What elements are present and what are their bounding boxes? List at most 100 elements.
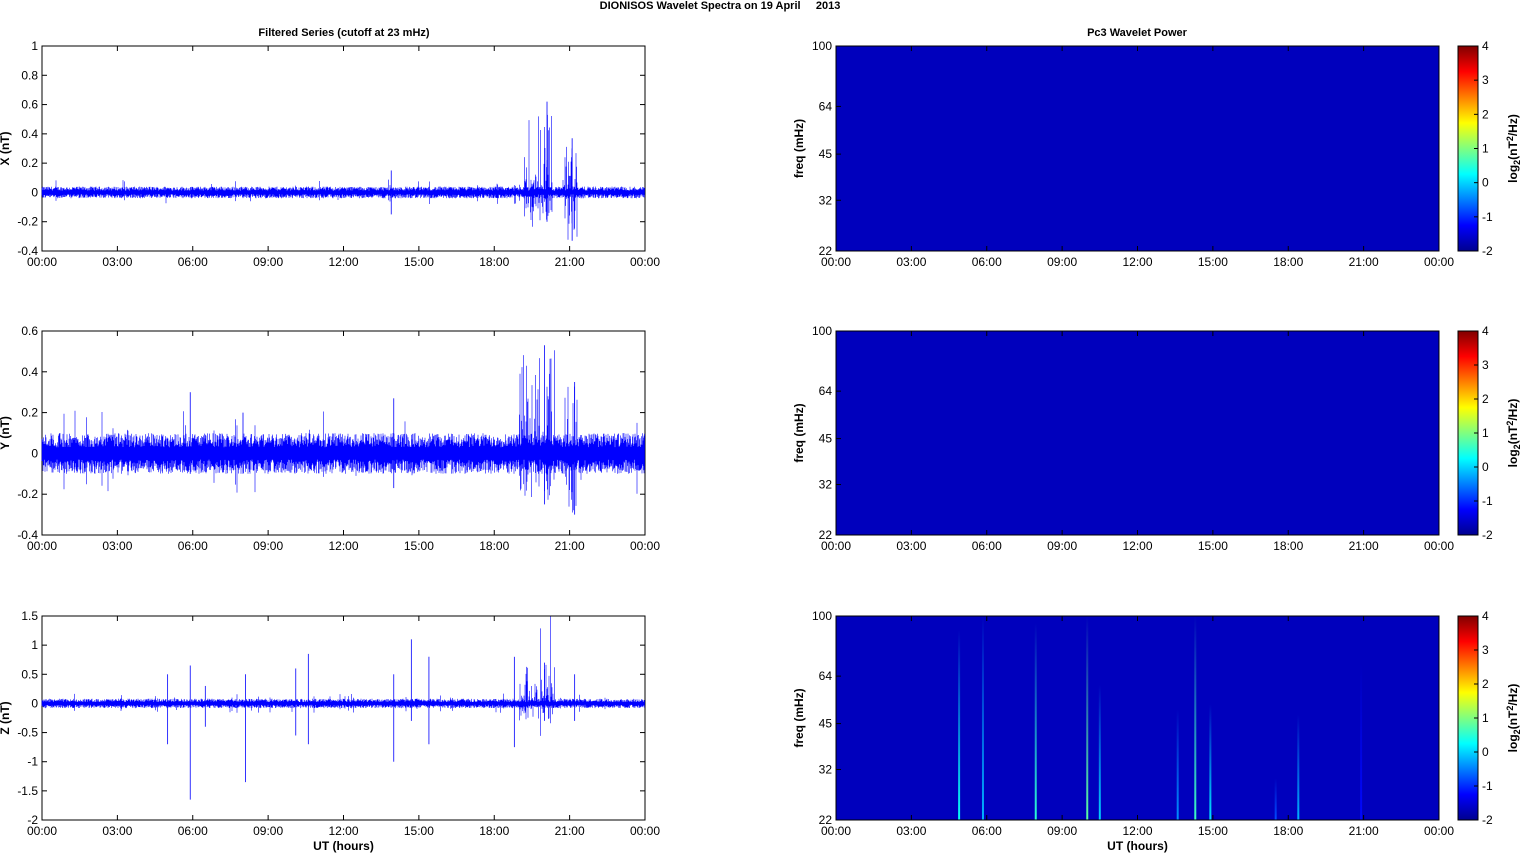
series-2-xtick-label: 09:00 — [253, 539, 283, 553]
series-3-xtick-label: 06:00 — [178, 824, 208, 838]
wavelet-1-ytick-label: 32 — [819, 193, 833, 207]
wavelet-1-colorbar-tick-label: 4 — [1482, 39, 1489, 53]
wavelet-1-xtick-label: 21:00 — [1349, 255, 1379, 269]
series-3-ytick-label: 1 — [31, 638, 38, 652]
wavelet-2-xtick-label: 00:00 — [821, 539, 851, 553]
wavelet-3-xlabel: UT (hours) — [1107, 839, 1168, 853]
series-2-xtick-label: 18:00 — [479, 539, 509, 553]
series-2-xtick-label: 15:00 — [404, 539, 434, 553]
series-1-ytick-label: 0 — [31, 185, 38, 199]
wavelet-3-streak-11 — [1360, 664, 1363, 820]
series-3-xtick-label: 18:00 — [479, 824, 509, 838]
series-2-xtick-label: 03:00 — [102, 539, 132, 553]
series-1-ytick-label: -0.4 — [17, 244, 38, 258]
series-3-ylabel: Z (nT) — [0, 701, 12, 734]
wavelet-3-colorbar-tick-label: 4 — [1482, 609, 1489, 623]
wavelet-3-ytick-label: 100 — [812, 609, 832, 623]
wavelet-1-xtick-label: 09:00 — [1047, 255, 1077, 269]
series-1-xtick-label: 21:00 — [555, 255, 585, 269]
series-2-xtick-label: 12:00 — [328, 539, 358, 553]
wavelet-1-colorbar-label: log2(nT2/Hz) — [1505, 114, 1522, 183]
series-1-xtick-label: 00:00 — [630, 255, 660, 269]
wavelet-3-streak-9 — [1274, 778, 1277, 820]
wavelet-1-background — [836, 46, 1439, 251]
series-3-xtick-label: 03:00 — [102, 824, 132, 838]
wavelet-3-xtick-label: 21:00 — [1349, 824, 1379, 838]
wavelet-3-streak-7 — [1194, 616, 1197, 820]
series-1-trace — [41, 114, 645, 240]
series-3-ytick-label: -2 — [27, 813, 38, 827]
series-2-ytick-label: -0.4 — [17, 528, 38, 542]
wavelet-2-ytick-label: 64 — [819, 384, 833, 398]
series-1-xtick-label: 06:00 — [178, 255, 208, 269]
series-2-ylabel: Y (nT) — [0, 416, 12, 450]
series-1-ytick-label: -0.2 — [17, 215, 38, 229]
wavelet-2-colorbar-tick-label: 4 — [1482, 324, 1489, 338]
wavelet-3-streak-8 — [1209, 704, 1212, 820]
wavelet-3-colorbar-tick-label: 0 — [1482, 745, 1489, 759]
series-2-xtick-label: 00:00 — [630, 539, 660, 553]
wavelet-3-colorbar-tick-label: -2 — [1482, 813, 1493, 827]
wavelet-1-xtick-label: 15:00 — [1198, 255, 1228, 269]
series-1-xtick-label: 18:00 — [479, 255, 509, 269]
wavelet-3-streak-5 — [1098, 684, 1101, 820]
wavelet-2-xtick-label: 12:00 — [1122, 539, 1152, 553]
wavelet-1-xtick-label: 00:00 — [1424, 255, 1454, 269]
figure-title: DIONISOS Wavelet Spectra on 19 April 201… — [600, 0, 841, 12]
wavelet-2-ytick-label: 45 — [819, 432, 833, 446]
series-2-ytick-label: 0.2 — [21, 406, 38, 420]
wavelet-3-xtick-label: 18:00 — [1273, 824, 1303, 838]
wavelet-3-colorbar-tick-label: 2 — [1482, 677, 1489, 691]
wavelet-2-xtick-label: 18:00 — [1273, 539, 1303, 553]
wavelet-2-ytick-label: 32 — [819, 478, 833, 492]
series-2-xtick-label: 06:00 — [178, 539, 208, 553]
wavelet-3-ytick-label: 32 — [819, 763, 833, 777]
series-3-ytick-label: -1 — [27, 755, 38, 769]
wavelet-3-ylabel: freq (mHz) — [792, 688, 806, 747]
wavelet-1-ytick-label: 100 — [812, 39, 832, 53]
series-1-ytick-label: 1 — [31, 39, 38, 53]
wavelet-3-colorbar-tick-label: 1 — [1482, 711, 1489, 725]
series-1-ytick-label: 0.2 — [21, 156, 38, 170]
wavelet-1-ytick-label: 45 — [819, 147, 833, 161]
wavelet-2-ytick-label: 22 — [819, 528, 833, 542]
wavelet-1-xtick-label: 00:00 — [821, 255, 851, 269]
wavelet-2-xtick-label: 00:00 — [1424, 539, 1454, 553]
left-column-title: Filtered Series (cutoff at 23 mHz) — [258, 27, 429, 39]
wavelet-3-background — [836, 616, 1439, 820]
wavelet-1-colorbar-tick-label: 1 — [1482, 142, 1489, 156]
wavelet-2-colorbar-tick-label: -2 — [1482, 528, 1493, 542]
wavelet-2-background — [836, 331, 1439, 535]
series-1-ytick-label: 0.6 — [21, 98, 38, 112]
series-1-xtick-label: 12:00 — [328, 255, 358, 269]
wavelet-1-colorbar-tick-label: -1 — [1482, 210, 1493, 224]
series-3-xtick-label: 15:00 — [404, 824, 434, 838]
wavelet-3-xtick-label: 03:00 — [896, 824, 926, 838]
series-3-xtick-label: 21:00 — [555, 824, 585, 838]
wavelet-3-ytick-label: 22 — [819, 813, 833, 827]
wavelet-1-panel: 22 32 45 64 100 freq (mHz) -2 -1 0 1 2 3 4 log2(nT2/H… — [792, 39, 1522, 258]
series-2-ytick-label: 0.6 — [21, 324, 38, 338]
wavelet-3-xtick-label: 15:00 — [1198, 824, 1228, 838]
series-1-ytick-label: 0.8 — [21, 68, 38, 82]
series-1-xtick-label: 00:00 — [27, 255, 57, 269]
wavelet-2-xtick-label: 21:00 — [1349, 539, 1379, 553]
series-1-axes-frame — [41, 45, 646, 252]
wavelet-3-colorbar-tick-label: -1 — [1482, 779, 1493, 793]
wavelet-1-xtick-label: 06:00 — [972, 255, 1002, 269]
wavelet-3-xtick-label: 00:00 — [1424, 824, 1454, 838]
series-3-axes-frame — [41, 615, 646, 821]
series-3-xtick-label: 00:00 — [630, 824, 660, 838]
wavelet-3-panel: 22 32 45 64 100 freq (mHz) -2 -1 0 1 2 3 4 log2(nT2/H… — [792, 609, 1522, 853]
wavelet-3-streak-2 — [981, 616, 984, 820]
wavelet-2-colorbar-tick-label: 1 — [1482, 426, 1489, 440]
wavelet-2-colorbar-tick-label: 2 — [1482, 392, 1489, 406]
wavelet-3-ytick-label: 45 — [819, 717, 833, 731]
wavelet-2-colorbar-label: log2(nT2/Hz) — [1505, 399, 1522, 468]
series-2-ytick-label: 0 — [31, 446, 38, 460]
series-3-trace — [41, 616, 645, 736]
series-1-xtick-label: 15:00 — [404, 255, 434, 269]
wavelet-2-xtick-label: 03:00 — [896, 539, 926, 553]
wavelet-3-ytick-label: 64 — [819, 669, 833, 683]
